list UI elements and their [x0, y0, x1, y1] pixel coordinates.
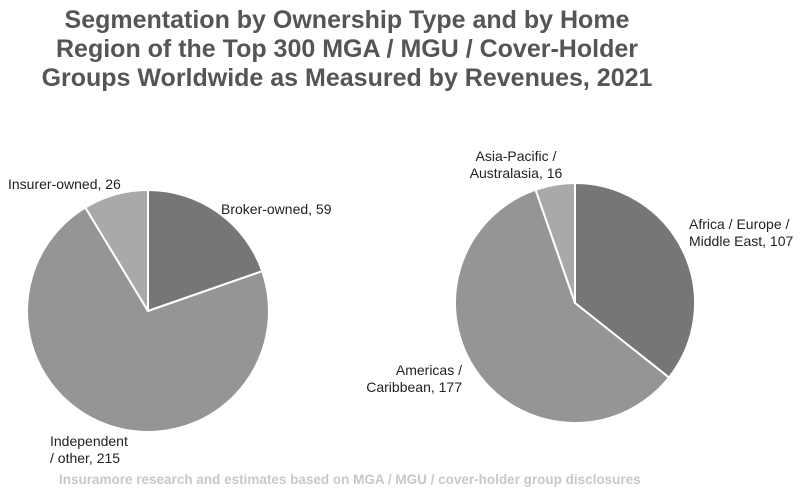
home-region-pie: Africa / Europe / Middle East, 107 America… — [366, 148, 793, 424]
pie-slice-insurer-owned — [84, 189, 149, 312]
data-label-independent-other: Independent / other, 215 — [50, 433, 128, 466]
data-label-insurer-owned: Insurer-owned, 26 — [8, 176, 121, 192]
data-label-line: Africa / Europe / — [689, 216, 789, 232]
chart-title: Segmentation by Ownership Type and by Ho… — [0, 6, 694, 93]
data-label-broker-owned: Broker-owned, 59 — [221, 201, 332, 217]
pie-slice-asia-pacific-australasia — [534, 182, 576, 304]
data-label-line: Australasia, 16 — [470, 165, 563, 181]
data-label-line: Independent — [50, 433, 128, 449]
data-label-line: Americas / — [396, 362, 462, 378]
data-label-asia-pacific-australasia: Asia-Pacific / Australasia, 16 — [470, 148, 563, 181]
chart-title-line-2: Region of the Top 300 MGA / MGU / Cover-… — [56, 35, 638, 63]
data-label-line: / other, 215 — [50, 450, 120, 466]
data-label-line: Middle East, 107 — [689, 233, 793, 249]
chart-title-line-3: Groups Worldwide as Measured by Revenues… — [41, 64, 653, 92]
pie-slice-independent-other — [26, 206, 270, 433]
pie-slice-africa-europe-middle-east — [574, 182, 696, 379]
data-label-line: Asia-Pacific / — [476, 148, 557, 164]
data-label-africa-europe-middle-east: Africa / Europe / Middle East, 107 — [689, 216, 793, 249]
source-note-text: Insuramore research and estimates based … — [59, 472, 641, 487]
data-label-line: Caribbean, 177 — [366, 379, 462, 395]
pie-slice-americas-caribbean — [454, 188, 671, 424]
data-label-americas-caribbean: Americas / Caribbean, 177 — [366, 362, 462, 395]
data-label-line: Insurer-owned, 26 — [8, 176, 121, 192]
chart-title-line-1: Segmentation by Ownership Type and by Ho… — [64, 6, 630, 34]
data-label-line: Broker-owned, 59 — [221, 201, 332, 217]
